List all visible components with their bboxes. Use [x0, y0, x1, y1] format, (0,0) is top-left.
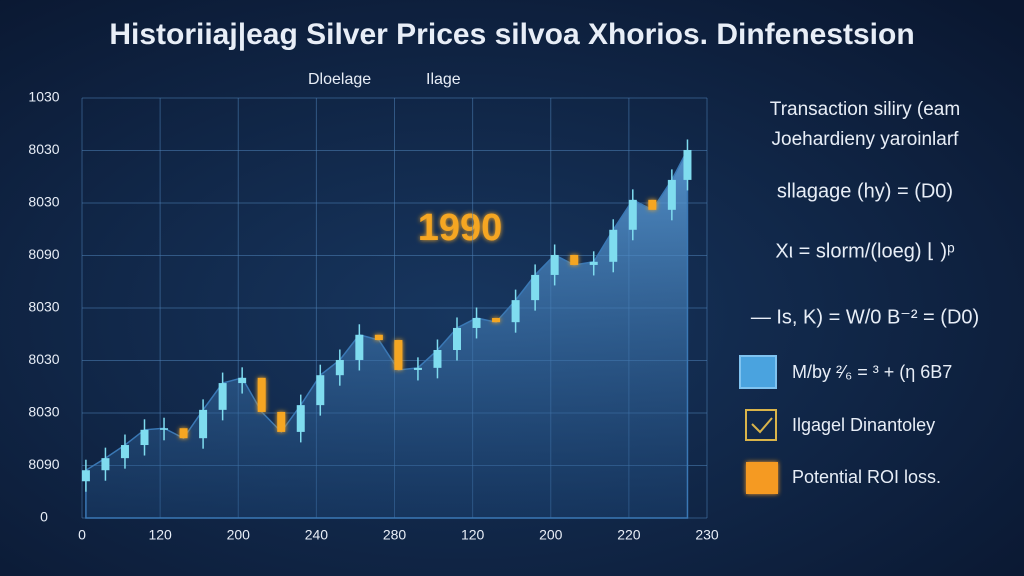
chart-title: Historiiaj|eag Silver Prices silvoa Xhor… — [109, 18, 914, 51]
y-tick-label: 8030 — [28, 194, 59, 210]
candle-body — [511, 300, 520, 323]
y-tick-label: 8090 — [28, 456, 59, 472]
item-swatch — [739, 355, 777, 389]
x-tick-label: 120 — [148, 527, 172, 543]
candle-body — [101, 458, 110, 471]
candle-body — [120, 445, 129, 459]
y-tick-label: 8090 — [28, 246, 59, 262]
item-label: M/by ²⁄₆ = ³ + (η 6B7 — [792, 362, 952, 382]
formula: Xι = slorm/(loeg) ⌊ )ᵖ — [775, 240, 954, 262]
candle-body — [140, 429, 149, 446]
item-label: Potential ROI loss. — [792, 467, 941, 487]
candle-body — [257, 377, 266, 412]
candle-body — [472, 317, 481, 328]
x-tick-label: 200 — [539, 527, 563, 543]
x-tick-label: 120 — [461, 527, 485, 543]
y-tick-label: 1030 — [28, 89, 59, 105]
candle-body — [433, 350, 442, 368]
legend-label: Dloelage — [308, 71, 371, 88]
annotation: 1990 — [418, 207, 503, 249]
legend-label: Ilage — [426, 71, 461, 88]
item-swatch — [745, 409, 777, 441]
candle-body — [667, 179, 676, 210]
candle-body — [609, 229, 618, 262]
candle-body — [648, 199, 657, 210]
candle-body — [277, 411, 286, 432]
candle-body — [355, 334, 364, 360]
x-tick-label: 220 — [617, 527, 641, 543]
candle-body — [413, 367, 422, 370]
candle-body — [374, 334, 383, 341]
y-tick-label: 8030 — [28, 141, 59, 157]
y-tick-label: 8030 — [28, 351, 59, 367]
candle-body — [453, 327, 461, 350]
candle-body — [335, 359, 344, 376]
candle-body — [179, 428, 188, 439]
x-tick-label: 240 — [305, 527, 329, 543]
candle-body — [683, 149, 692, 180]
formula: — Is, K) = W/0 B⁻² = (D0) — [751, 306, 979, 328]
check-icon — [751, 417, 773, 434]
candle-body — [550, 254, 559, 275]
y-tick-label: 0 — [40, 509, 48, 525]
candle-body — [218, 383, 227, 410]
panel-heading: Transaction siliry (eam — [770, 99, 960, 120]
candle-body — [570, 254, 579, 265]
y-tick-label: 8030 — [28, 299, 59, 315]
candle-body — [492, 317, 501, 323]
x-tick-label: 0 — [78, 527, 86, 543]
panel-subheading: Joehardieny yaroinlarf — [772, 129, 960, 150]
x-tick-label: 280 — [383, 527, 407, 543]
candle-body — [316, 375, 325, 406]
candle-body — [296, 405, 305, 432]
y-tick-label: 8030 — [28, 404, 59, 420]
candle-body — [394, 340, 403, 370]
candle-body — [160, 428, 169, 430]
formula: sllagage (hy) = (D0) — [777, 180, 953, 202]
candle-body — [531, 274, 540, 301]
candle-body — [81, 470, 90, 482]
candle-body — [238, 377, 247, 384]
item-label: Ilgagel Dinantoley — [792, 415, 935, 435]
candle-body — [199, 409, 208, 439]
candle-body — [589, 261, 598, 265]
x-tick-label: 200 — [227, 527, 251, 543]
candle-body — [628, 199, 637, 230]
x-tick-label: 230 — [695, 527, 719, 543]
item-swatch — [746, 462, 778, 494]
